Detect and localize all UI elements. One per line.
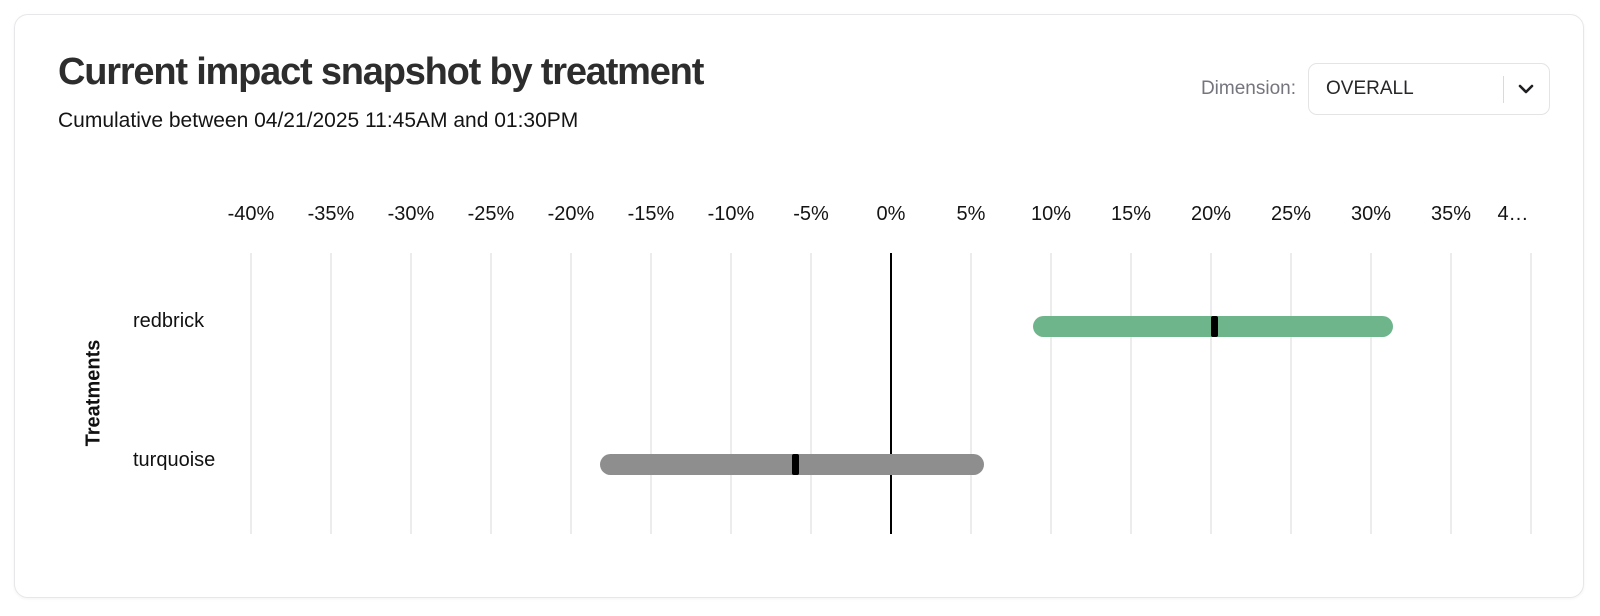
select-divider: [1503, 75, 1504, 103]
gridline: [730, 253, 732, 534]
gridline: [250, 253, 252, 534]
gridline: [1290, 253, 1292, 534]
dimension-control: Dimension: OVERALL: [1201, 63, 1550, 115]
x-tick-label: 10%: [1030, 203, 1072, 225]
category-label-turquoise: turquoise: [133, 448, 216, 471]
category-label-redbrick: redbrick: [133, 310, 205, 332]
gridline: [810, 253, 812, 534]
gridline: [490, 253, 492, 534]
x-tick-label: 15%: [1110, 203, 1152, 225]
x-tick-label: -35%: [307, 203, 355, 225]
x-tick-label: 5%: [956, 203, 986, 225]
x-tick-label: -5%: [793, 203, 829, 225]
x-tick-label: 4…: [1497, 203, 1529, 225]
point-marker-turquoise: [791, 454, 799, 475]
gridline: [650, 253, 652, 534]
x-tick-label: -30%: [387, 203, 435, 225]
x-tick-label: 30%: [1350, 203, 1392, 225]
gridline: [410, 253, 412, 534]
x-tick-label: -25%: [467, 203, 515, 225]
x-tick-label: -20%: [547, 203, 595, 225]
x-tick-label: 25%: [1270, 203, 1312, 225]
dimension-select[interactable]: OVERALL: [1308, 63, 1550, 115]
gridline: [570, 253, 572, 534]
x-tick-label: 35%: [1430, 203, 1472, 225]
page-title: Current impact snapshot by treatment: [58, 51, 704, 93]
x-tick-label: 20%: [1190, 203, 1232, 225]
gridline: [1370, 253, 1372, 534]
x-tick-label: -10%: [707, 203, 755, 225]
gridline: [1530, 253, 1532, 534]
gridline: [1050, 253, 1052, 534]
gridline: [970, 253, 972, 534]
zero-line: [890, 253, 892, 534]
gridline: [1130, 253, 1132, 534]
point-marker-redbrick: [1210, 315, 1218, 337]
impact-chart: Treatments -40% -35% -30% -25% -20% -15% -10% -…: [15, 15, 1583, 597]
impact-snapshot-card: Current impact snapshot by treatment Cum…: [14, 14, 1584, 598]
y-axis-title: Treatments: [82, 339, 105, 447]
x-tick-label: -40%: [227, 203, 275, 225]
x-tick-label: 0%: [876, 203, 906, 225]
gridline: [1210, 253, 1212, 534]
gridline: [1450, 253, 1452, 534]
dimension-label: Dimension:: [1200, 78, 1296, 99]
date-range-subtitle: Cumulative between 04/21/2025 11:45AM an…: [58, 109, 579, 132]
dimension-select-value: OVERALL: [1326, 78, 1414, 99]
gridline: [330, 253, 332, 534]
chevron-down-icon: [1518, 84, 1534, 94]
x-tick-label: -15%: [627, 203, 675, 225]
